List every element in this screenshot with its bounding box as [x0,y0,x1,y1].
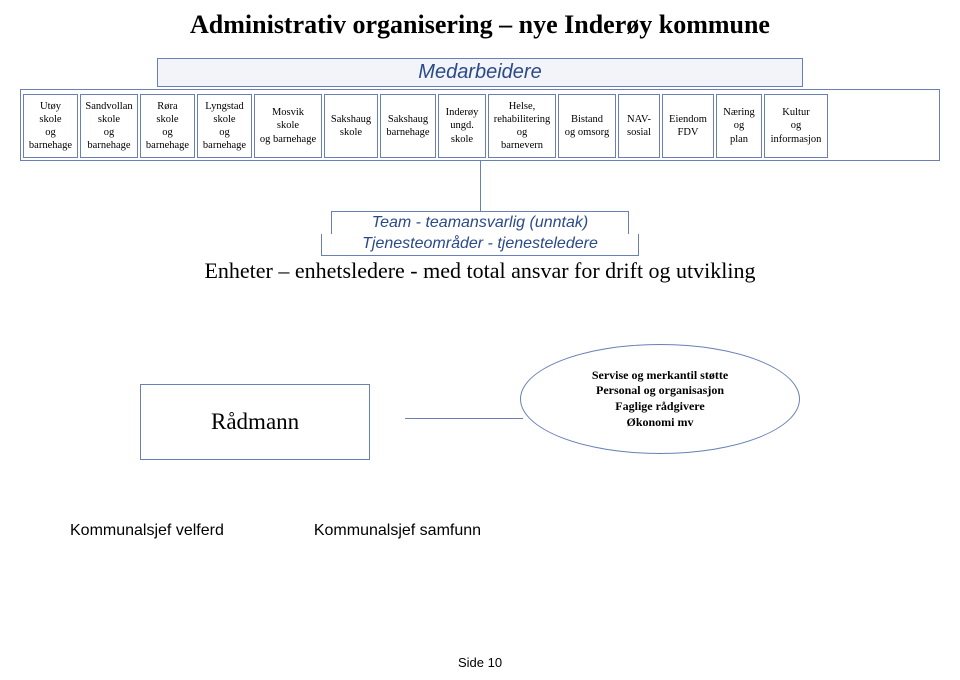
units-container: Utøyskoleogbarnehage Sandvollanskoleogbar… [20,89,940,161]
ellipse-line: Personal og organisasjon [596,383,724,399]
unit-label: Helse,rehabiliteringogbarnevern [494,100,551,153]
connector-vertical [480,161,481,211]
unit-box: Inderøyungd.skole [438,94,486,158]
unit-box: Lyngstadskoleogbarnehage [197,94,252,158]
chief-lead: Kommunalsjef [70,522,171,539]
unit-box: Sakshaugbarnehage [380,94,436,158]
unit-box: Sakshaugskole [324,94,378,158]
unit-label: Bistandog omsorg [565,113,609,139]
unit-label: Lyngstadskoleogbarnehage [203,100,246,153]
unit-label: Sakshaugbarnehage [386,113,429,139]
unit-box: Utøyskoleogbarnehage [23,94,78,158]
medarbeidere-banner: Medarbeidere [157,58,802,87]
chiefs-row: Kommunalsjef velferd Kommunalsjef samfun… [20,522,940,540]
radmann-box: Rådmann [140,384,370,460]
chief-lead: Kommunalsjef [314,522,415,539]
unit-box: Næringogplan [716,94,762,158]
unit-label: Kulturoginformasjon [771,106,822,145]
ellipse-line: Faglige rådgivere [615,399,704,415]
chief-trail: velferd [171,522,223,539]
unit-label: Utøyskoleogbarnehage [29,100,72,153]
unit-label: Mosvikskoleog barnehage [260,106,316,145]
page-title: Administrativ organisering – nye Inderøy… [20,10,940,40]
unit-box: Røraskoleogbarnehage [140,94,195,158]
unit-label: NAV-sosial [627,113,651,139]
chief-samfunn: Kommunalsjef samfunn [314,522,481,540]
unit-label: Inderøyungd.skole [446,106,479,145]
chief-velferd: Kommunalsjef velferd [70,522,224,540]
unit-label: Sandvollanskoleogbarnehage [85,100,132,153]
unit-label: Næringogplan [723,106,755,145]
unit-box: Bistandog omsorg [558,94,616,158]
tjeneste-box: Tjenesteområder - tjenesteledere [321,234,639,256]
chief-trail: samfunn [415,522,481,539]
support-ellipse: Servise og merkantil støtte Personal og … [520,344,800,454]
page-footer: Side 10 [0,655,960,670]
ellipse-line: Økonomi mv [626,415,693,431]
unit-box: Sandvollanskoleogbarnehage [80,94,138,158]
unit-label: Røraskoleogbarnehage [146,100,189,153]
unit-box: Helse,rehabiliteringogbarnevern [488,94,556,158]
enheter-line: Enheter – enhetsledere - med total ansva… [20,258,940,284]
unit-box: EiendomFDV [662,94,714,158]
ellipse-line: Servise og merkantil støtte [592,368,728,384]
unit-label: EiendomFDV [669,113,707,139]
connector-horizontal [405,418,523,419]
unit-box: NAV-sosial [618,94,660,158]
unit-box: Kulturoginformasjon [764,94,828,158]
team-box: Team - teamansvarlig (unntak) [331,211,629,235]
unit-box: Mosvikskoleog barnehage [254,94,322,158]
unit-label: Sakshaugskole [331,113,371,139]
